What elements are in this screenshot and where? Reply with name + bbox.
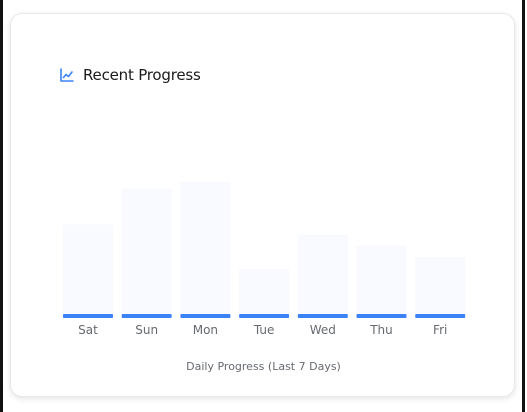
- bar-sun: [121, 188, 172, 314]
- bar-mon: [180, 182, 231, 314]
- bar-baseline-fri: [415, 314, 466, 318]
- bar-baseline-sat: [63, 314, 113, 318]
- recent-progress-card: Recent Progress Sat Sun Mon Tue Wed Thu Fri Da…: [10, 13, 515, 397]
- tick-label-sat: Sat: [78, 323, 98, 337]
- window-border-left: [0, 0, 3, 412]
- bar-baseline-thu: [356, 314, 407, 318]
- line-chart-icon: [59, 67, 75, 83]
- chart-caption: Daily Progress (Last 7 Days): [186, 360, 341, 373]
- card-header: Recent Progress: [59, 64, 201, 86]
- tick-label-thu: Thu: [369, 323, 393, 337]
- bar-thu: [356, 245, 407, 314]
- bar-wed: [297, 234, 348, 314]
- bar-baseline-mon: [180, 314, 231, 318]
- tick-label-fri: Fri: [433, 323, 447, 337]
- bar-fri: [415, 257, 466, 314]
- tick-label-sun: Sun: [135, 323, 158, 337]
- bar-baseline-sun: [121, 314, 172, 318]
- bar-baseline-wed: [297, 314, 348, 318]
- tick-label-wed: Wed: [310, 323, 336, 337]
- bar-baseline-tue: [239, 314, 290, 318]
- bar-tue: [239, 269, 290, 314]
- tick-label-tue: Tue: [253, 323, 275, 337]
- bar-sat: [63, 224, 113, 314]
- card-title: Recent Progress: [83, 66, 201, 84]
- tick-label-mon: Mon: [193, 323, 218, 337]
- window-border-right: [522, 0, 525, 412]
- daily-progress-bar-chart: Sat Sun Mon Tue Wed Thu Fri: [63, 182, 466, 337]
